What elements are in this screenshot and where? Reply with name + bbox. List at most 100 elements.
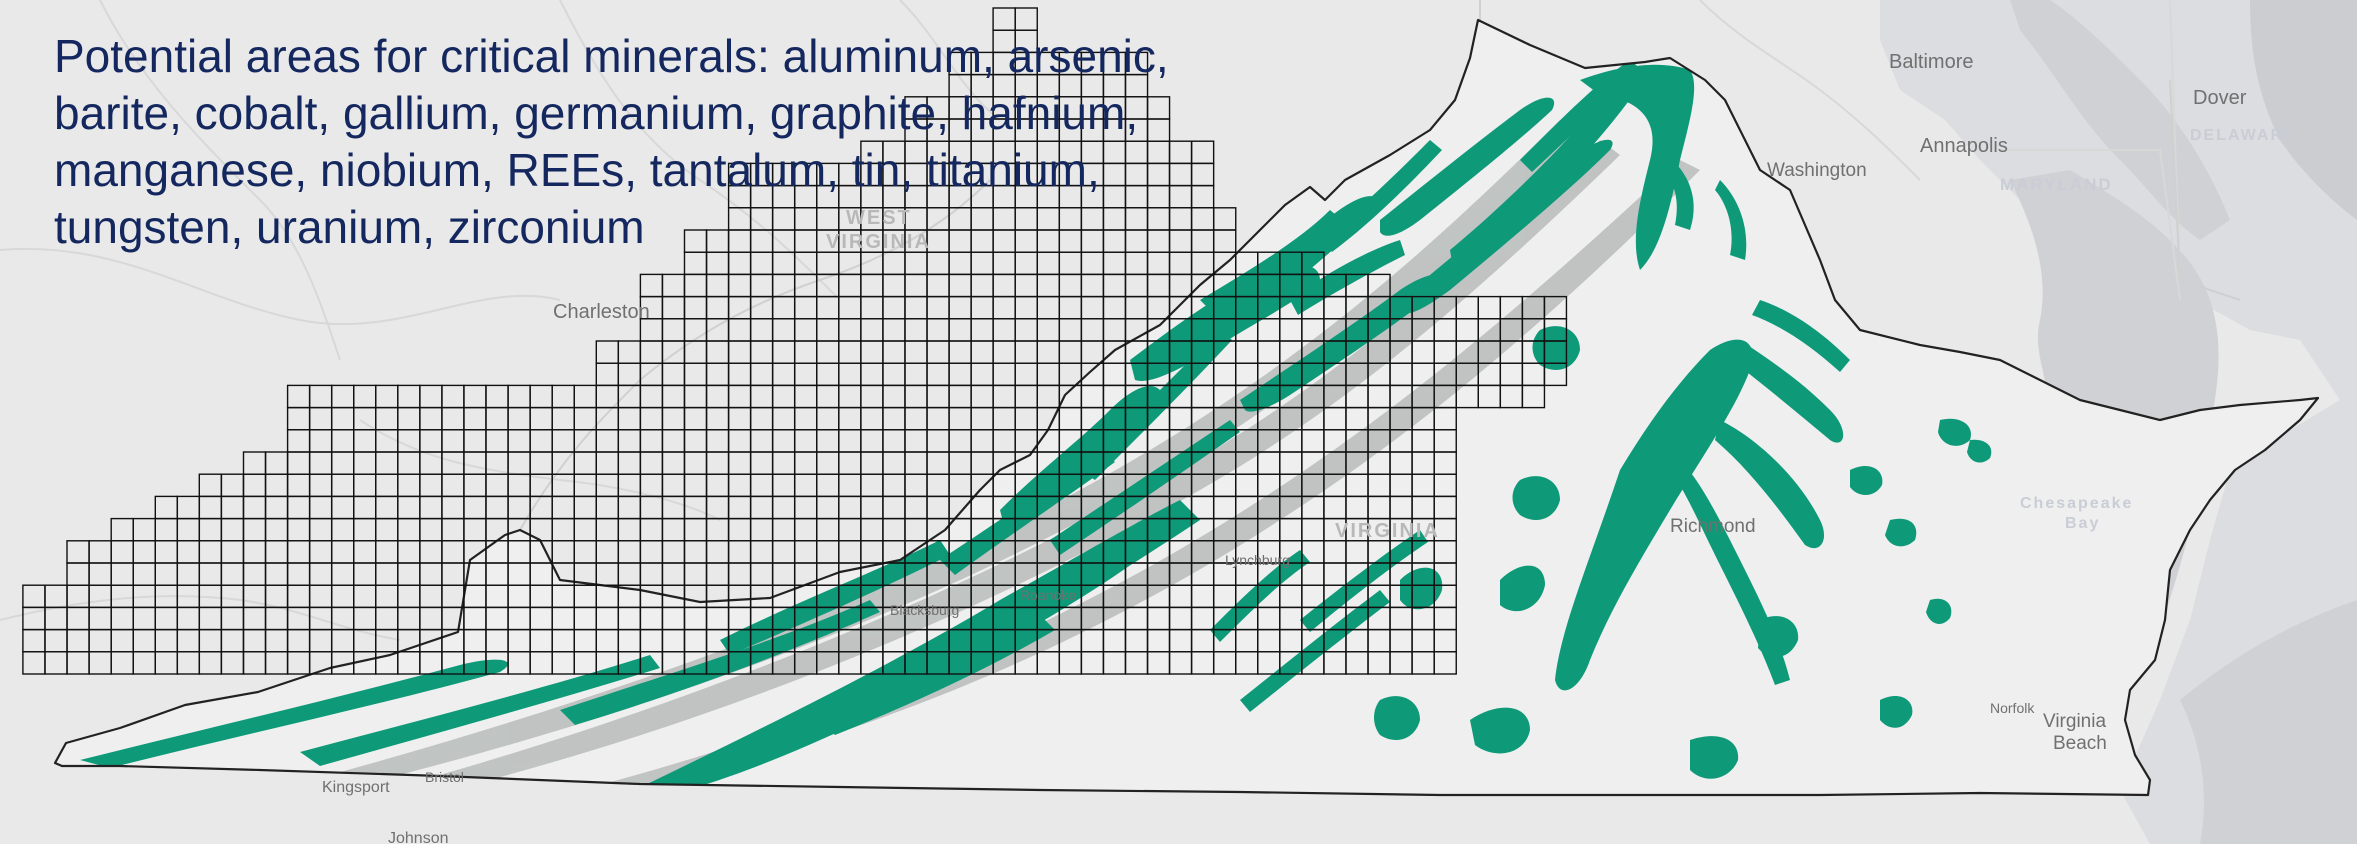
grid-cell	[1036, 318, 1061, 342]
grid-cell	[132, 562, 156, 586]
grid-cell	[154, 495, 179, 520]
grid-cell	[573, 406, 597, 431]
grid-cell	[639, 517, 664, 542]
grid-cell	[683, 517, 708, 542]
grid-cell	[308, 495, 333, 520]
grid-cell	[904, 451, 928, 475]
grid-cell	[529, 406, 553, 431]
grid-cell	[198, 495, 223, 520]
grid-cell	[904, 362, 928, 387]
grid-cell	[397, 540, 421, 564]
grid-cell	[617, 429, 642, 453]
grid-cell	[463, 429, 487, 453]
grid-cell	[88, 606, 112, 631]
grid-cell	[926, 318, 950, 342]
grid-cell	[683, 384, 708, 409]
grid-cell	[375, 584, 399, 609]
mineral-areas	[80, 60, 1992, 792]
grid-cell	[198, 562, 223, 586]
grid-cell	[904, 273, 928, 298]
grid-cell	[88, 540, 112, 564]
grid-cell	[727, 517, 752, 542]
grid-cell	[882, 295, 906, 320]
grid-cell	[617, 340, 642, 364]
grid-cell	[727, 362, 752, 387]
grid-cell	[353, 517, 377, 542]
grid-cell	[1124, 295, 1149, 320]
grid-cell	[683, 318, 708, 342]
grid-cell	[176, 628, 201, 653]
grid-cell	[198, 473, 223, 498]
grid-cell	[220, 495, 245, 520]
grid-cell	[507, 451, 531, 475]
grid-cell	[838, 362, 862, 387]
grid-cell	[1080, 273, 1105, 298]
grid-cell	[419, 517, 443, 542]
city-label-virginia: Virginia	[2043, 711, 2106, 732]
grid-cell	[44, 584, 68, 609]
grid-cell	[308, 562, 333, 586]
grid-cell	[970, 451, 994, 475]
map-title-line: tungsten, uranium, zirconium	[54, 201, 645, 253]
grid-cell	[198, 540, 223, 564]
grid-cell	[331, 406, 355, 431]
grid-cell	[617, 495, 642, 520]
grid-cell	[727, 540, 752, 564]
grid-cell	[860, 273, 884, 298]
grid-cell	[992, 429, 1016, 453]
grid-cell	[419, 384, 443, 409]
grid-cell	[727, 495, 752, 520]
grid-cell	[220, 584, 245, 609]
city-label-annapolis: Annapolis	[1920, 135, 2008, 157]
grid-cell	[749, 562, 774, 586]
grid-cell	[661, 318, 686, 342]
grid-cell	[286, 406, 311, 431]
grid-cell	[948, 295, 972, 320]
grid-cell	[375, 406, 399, 431]
grid-cell	[154, 562, 179, 586]
grid-cell	[308, 451, 333, 475]
grid-cell	[705, 362, 730, 387]
grid-cell	[264, 473, 289, 498]
grid-cell	[727, 429, 752, 453]
grid-cell	[441, 562, 465, 586]
grid-cell	[992, 318, 1016, 342]
grid-cell	[838, 273, 862, 298]
grid-cell	[705, 540, 730, 564]
grid-cell	[242, 473, 267, 498]
grid-cell	[1080, 295, 1105, 320]
grid-cell	[727, 318, 752, 342]
grid-cell	[948, 473, 972, 498]
city-label-dover: Dover	[2193, 87, 2247, 109]
grid-cell	[264, 517, 289, 542]
grid-cell	[331, 451, 355, 475]
grid-cell	[771, 384, 796, 409]
grid-cell	[860, 540, 884, 564]
grid-cell	[749, 451, 774, 475]
grid-cell	[507, 384, 531, 409]
grid-cell	[948, 384, 972, 409]
grid-cell	[771, 495, 796, 520]
grid-cell	[286, 384, 311, 409]
grid-cell	[397, 451, 421, 475]
grid-cell	[331, 517, 355, 542]
grid-cell	[794, 517, 818, 542]
grid-cell	[397, 584, 421, 609]
grid-cell	[794, 429, 818, 453]
grid-cell	[661, 429, 686, 453]
grid-cell	[353, 584, 377, 609]
grid-cell	[154, 606, 179, 631]
grid-cell	[308, 384, 333, 409]
grid-cell	[794, 473, 818, 498]
grid-cell	[926, 273, 950, 298]
grid-cell	[463, 495, 487, 520]
grid-cell	[375, 495, 399, 520]
grid-cell	[992, 362, 1016, 387]
grid-cell	[353, 495, 377, 520]
grid-cell	[1543, 362, 1568, 387]
grid-cell	[948, 451, 972, 475]
grid-cell	[860, 517, 884, 542]
grid-cell	[816, 495, 840, 520]
grid-cell	[463, 406, 487, 431]
grid-cell	[970, 384, 994, 409]
